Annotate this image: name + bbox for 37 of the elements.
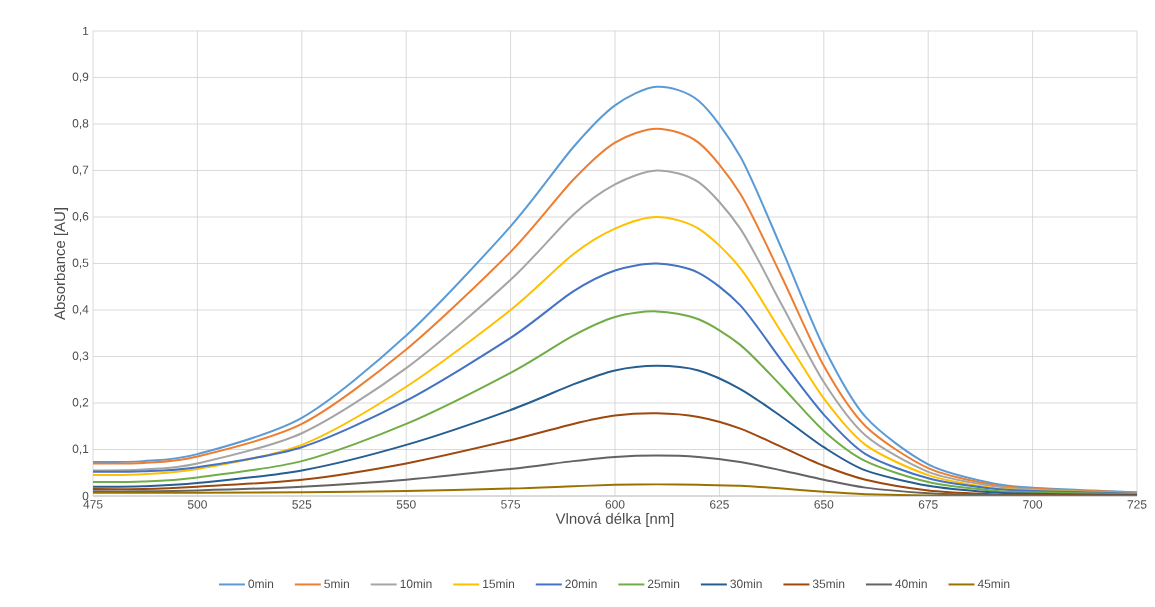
legend-label: 15min xyxy=(483,579,515,589)
legend-label: 10min xyxy=(400,579,432,589)
legend-label: 20min xyxy=(565,579,597,589)
legend-label: 30min xyxy=(730,579,762,589)
legend-label: 25min xyxy=(647,579,680,589)
y-tick-label: 0,5 xyxy=(72,258,89,269)
legend-label: 5min xyxy=(324,579,349,589)
y-tick-label: 0,6 xyxy=(72,212,89,222)
y-tick-label: 0,1 xyxy=(72,444,89,455)
y-tick-label: 1 xyxy=(83,26,89,36)
x-tick-label: 600 xyxy=(605,500,625,509)
x-tick-label: 475 xyxy=(83,500,103,509)
legend-label: 0min xyxy=(248,579,274,589)
x-tick-label: 525 xyxy=(292,500,312,509)
line-series xyxy=(93,364,1137,496)
x-tick-label: 550 xyxy=(396,500,416,509)
y-tick-label: 0,9 xyxy=(72,72,89,83)
x-axis-title: Vlnová délka [nm] xyxy=(555,512,674,527)
y-tick-label: 0,7 xyxy=(72,165,89,176)
legend-label: 45min xyxy=(977,579,1010,589)
y-tick-label: 0,8 xyxy=(72,119,89,129)
legend-label: 40min xyxy=(895,579,927,589)
y-tick-label: 0,3 xyxy=(72,351,89,362)
line-series xyxy=(93,310,1137,496)
x-tick-label: 500 xyxy=(187,500,207,509)
x-tick-label: 725 xyxy=(1127,500,1147,509)
line-series xyxy=(93,483,1137,496)
x-tick-label: 625 xyxy=(710,500,729,509)
y-tick-label: 0,2 xyxy=(72,398,89,408)
x-tick-label: 575 xyxy=(501,500,521,509)
y-tick-label: 0 xyxy=(82,491,89,501)
x-tick-label: 650 xyxy=(814,500,834,509)
y-axis-title: Absorbance [AU] xyxy=(54,208,69,320)
x-tick-label: 700 xyxy=(1023,500,1043,509)
y-tick-label: 0,4 xyxy=(72,305,89,315)
x-tick-label: 675 xyxy=(918,500,938,509)
legend-label: 35min xyxy=(812,579,845,589)
